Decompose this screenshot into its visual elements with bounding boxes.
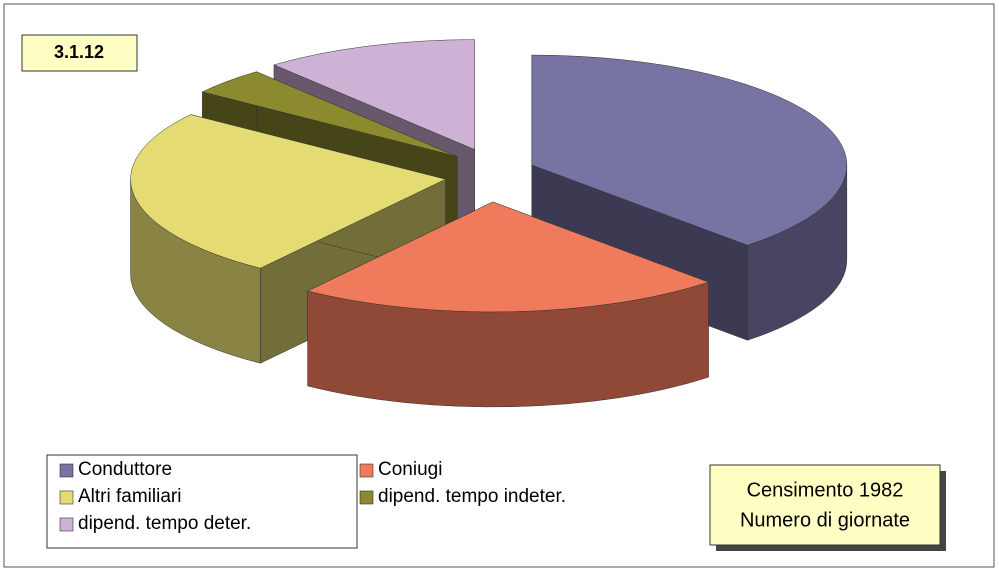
- annotation-box: [709, 464, 941, 546]
- legend-label: Conduttore: [78, 459, 172, 480]
- pie: [130, 39, 848, 408]
- chart-title: 3.1.12: [54, 42, 104, 62]
- pie-slice: [201, 71, 458, 157]
- legend-swatch: [359, 490, 374, 505]
- pie-slice: [531, 54, 848, 246]
- legend-swatch: [359, 463, 374, 478]
- annotation: Numero di giornate: [740, 509, 910, 531]
- legend-label: Coniugi: [378, 459, 442, 480]
- legend-swatch: [59, 517, 74, 532]
- pie-slice: [306, 201, 710, 313]
- legend-label: Altri familiari: [78, 486, 181, 507]
- legend-box: [46, 454, 358, 549]
- pie-slice: [273, 39, 476, 150]
- legend-swatch: [59, 490, 74, 505]
- pie-slice: [130, 114, 447, 269]
- legend-label: dipend. tempo deter.: [78, 513, 251, 534]
- legend-label: dipend. tempo indeter.: [378, 486, 566, 507]
- annotation: Censimento 1982: [747, 479, 904, 501]
- legend-swatch: [59, 463, 74, 478]
- title-box: [21, 34, 138, 72]
